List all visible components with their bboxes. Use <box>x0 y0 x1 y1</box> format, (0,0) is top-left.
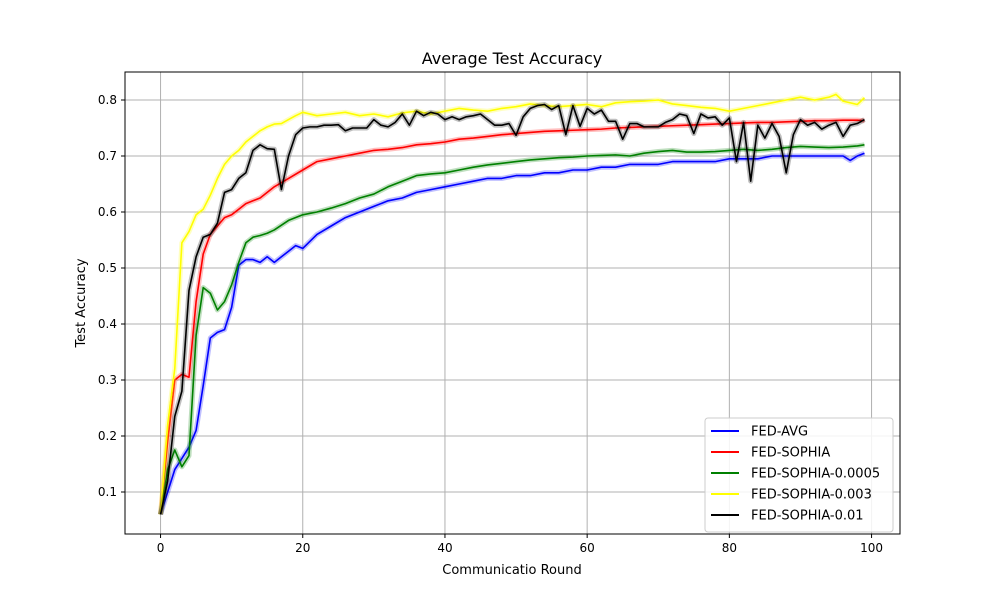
x-tick-label: 20 <box>295 541 310 555</box>
y-tick-label: 0.5 <box>98 261 117 275</box>
legend-item: FED-AVG <box>711 425 808 440</box>
series-2 <box>158 117 865 515</box>
series-line <box>159 103 865 515</box>
y-axis-label: Test Accuracy <box>74 258 89 348</box>
y-tick-label: 0.2 <box>98 429 117 443</box>
legend-item: FED-SOPHIA-0.0005 <box>711 467 880 482</box>
y-tick-label: 0.4 <box>98 317 117 331</box>
legend-label: FED-SOPHIA-0.003 <box>751 488 872 503</box>
x-tick-label: 0 <box>157 541 165 555</box>
y-tick-label: 0.3 <box>98 373 117 387</box>
series-layer <box>158 91 867 516</box>
x-tick-label: 80 <box>722 541 737 555</box>
legend-item: FED-SOPHIA-0.003 <box>711 488 872 503</box>
series-1 <box>158 150 866 516</box>
series-5 <box>158 101 866 515</box>
legend-item: FED-SOPHIA <box>711 446 830 461</box>
x-axis-label: Communicatio Round <box>442 563 582 578</box>
x-tick-label: 60 <box>580 541 595 555</box>
axes-frame <box>124 71 901 535</box>
axis-ticks: 0 20 40 60 80 100 0.1 0.2 0.3 0.4 0.5 0.6 0.7 0.8 <box>98 93 883 555</box>
y-tick-label: 0.6 <box>98 205 117 219</box>
y-tick-label: 0.1 <box>98 485 117 499</box>
legend-label: FED-SOPHIA-0.01 <box>751 509 864 524</box>
legend-label: FED-SOPHIA <box>751 446 830 461</box>
legend-label: FED-AVG <box>751 425 808 440</box>
x-tick-label: 40 <box>437 541 452 555</box>
y-tick-label: 0.7 <box>98 149 117 163</box>
legend-item: FED-SOPHIA-0.01 <box>711 509 864 524</box>
series-4 <box>158 91 867 515</box>
y-tick-label: 0.8 <box>98 93 117 107</box>
series-line <box>159 119 865 515</box>
x-tick-label: 100 <box>860 541 883 555</box>
series-line <box>159 152 865 515</box>
legend-label: FED-SOPHIA-0.0005 <box>751 467 880 482</box>
legend-box <box>704 417 894 533</box>
legend: FED-AVG FED-SOPHIA FED-SOPHIA-0.0005 FED-SO… <box>704 417 894 533</box>
series-line <box>159 93 865 515</box>
chart-title: Average Test Accuracy <box>422 49 602 68</box>
